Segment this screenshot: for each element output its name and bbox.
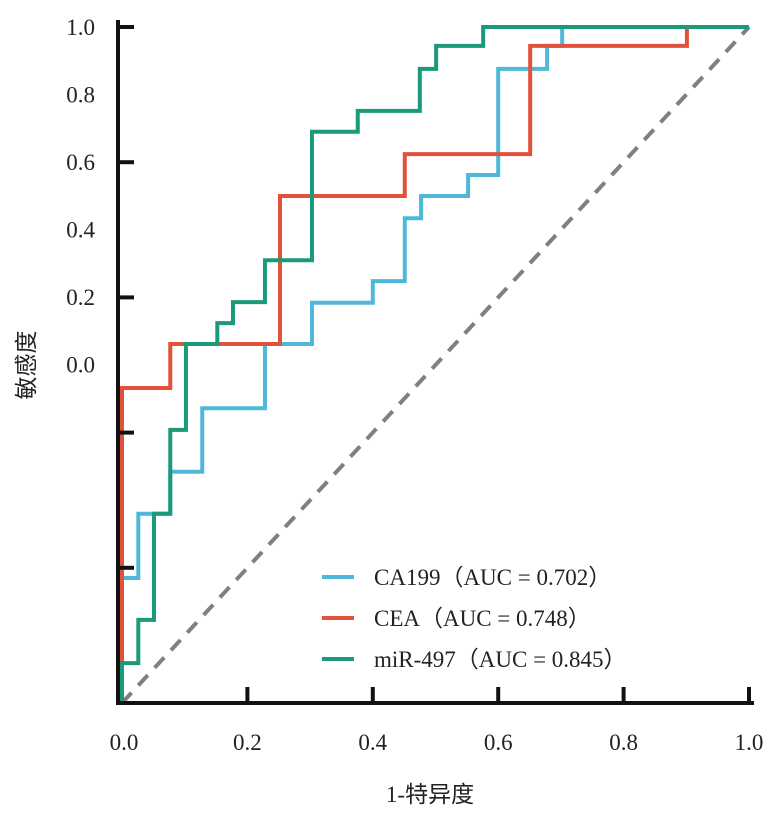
x-tick-label: 0.6 [484,730,513,755]
roc-curve-cea [120,25,749,703]
y-ticks: 1.0 0.8 0.6 0.4 0.2 0.0 [66,15,134,570]
legend-label: CEA（AUC = 0.748） [374,606,591,631]
x-tick-label: 0.4 [358,730,387,755]
legend-label: CA199（AUC = 0.702） [374,565,611,590]
y-tick-label: 0.4 [66,218,95,243]
x-axis-label: 1-特异度 [386,782,474,807]
x-tick-label: 0.0 [110,730,139,755]
y-tick-label: 0.0 [66,353,95,378]
y-axis-label: 敏感度 [14,331,39,400]
x-ticks: 0.0 0.2 0.4 0.6 0.8 1.0 [110,687,764,755]
y-tick-label: 0.2 [66,285,95,310]
plot-area [120,25,751,705]
reference-diagonal-line [120,25,751,705]
x-tick-label: 0.8 [609,730,638,755]
axes [116,20,754,705]
legend-label: miR-497（AUC = 0.845） [374,647,627,672]
y-tick-label: 0.6 [66,150,95,175]
legend: CA199（AUC = 0.702） CEA（AUC = 0.748） miR-49… [322,565,627,672]
y-tick-label: 0.8 [66,83,95,108]
y-tick-label: 1.0 [66,15,95,40]
roc-curve-mir497 [120,25,749,703]
x-tick-label: 1.0 [735,730,764,755]
x-tick-label: 0.2 [233,730,262,755]
